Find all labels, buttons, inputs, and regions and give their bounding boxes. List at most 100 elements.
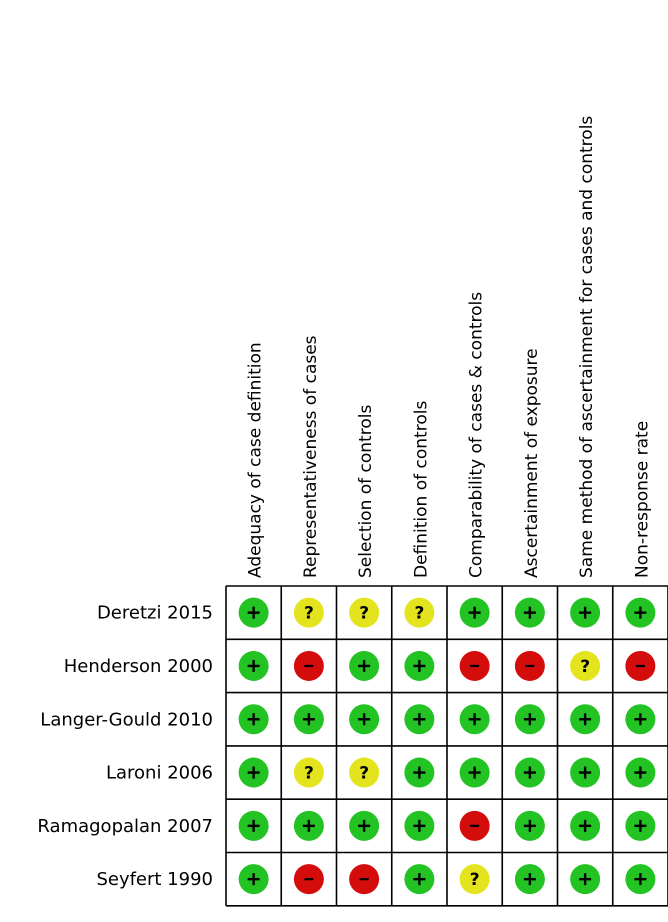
plus-bar-vertical — [252, 819, 255, 832]
plus-icon — [238, 864, 269, 895]
plus-bar-vertical — [639, 873, 642, 886]
plus-icon — [404, 704, 435, 735]
plus-icon — [625, 757, 656, 788]
plus-icon — [570, 597, 601, 628]
plus-icon — [570, 864, 601, 895]
question-mark: ? — [580, 657, 590, 677]
plus-icon — [625, 704, 656, 735]
column-label: Adequacy of case definition — [246, 342, 266, 578]
question-icon: ? — [459, 864, 490, 895]
minus-bar — [470, 664, 480, 668]
plus-bar-vertical — [418, 659, 421, 672]
column-label: Comparability of cases & controls — [467, 292, 487, 578]
minus-icon — [625, 650, 656, 681]
question-mark: ? — [359, 604, 369, 624]
question-icon: ? — [293, 757, 324, 788]
minus-icon — [459, 810, 490, 841]
judgement-circle — [349, 757, 380, 788]
plus-icon — [625, 810, 656, 841]
plus-icon — [514, 810, 545, 841]
plus-bar-vertical — [583, 819, 587, 832]
row-label: Henderson 2000 — [64, 656, 213, 677]
plus-bar-vertical — [583, 873, 587, 886]
judgement-circle — [349, 597, 380, 628]
plus-icon — [238, 757, 269, 788]
plus-bar-vertical — [252, 606, 255, 619]
plus-icon — [404, 650, 435, 681]
plus-icon — [293, 810, 324, 841]
plus-bar-vertical — [418, 873, 421, 886]
plus-icon — [514, 757, 545, 788]
column-label: Same method of ascertainment for cases a… — [577, 116, 597, 578]
minus-icon — [293, 864, 324, 895]
row-label: Langer-Gould 2010 — [40, 709, 213, 730]
question-mark: ? — [304, 604, 314, 624]
plus-icon — [625, 864, 656, 895]
plus-bar-vertical — [252, 713, 255, 726]
plus-icon — [238, 650, 269, 681]
plus-bar-vertical — [528, 713, 532, 726]
column-labels: Adequacy of case definition Representativ… — [246, 116, 653, 578]
question-icon: ? — [349, 757, 380, 788]
plus-icon — [404, 757, 435, 788]
plus-bar-vertical — [473, 606, 476, 619]
plus-bar-vertical — [418, 766, 421, 779]
summary-grid — [225, 585, 668, 907]
plus-icon — [349, 650, 380, 681]
question-mark: ? — [304, 764, 314, 784]
plus-bar-vertical — [583, 713, 587, 726]
plus-bar-vertical — [252, 766, 255, 779]
plus-bar-vertical — [639, 819, 642, 832]
judgement-circle — [293, 757, 324, 788]
plus-icon — [459, 757, 490, 788]
minus-bar — [635, 664, 645, 668]
plus-icon — [404, 810, 435, 841]
plus-icon — [514, 597, 545, 628]
plus-icon — [570, 704, 601, 735]
judgement-circle — [570, 650, 601, 681]
question-mark: ? — [359, 764, 369, 784]
plus-icon — [349, 704, 380, 735]
question-icon: ? — [570, 650, 601, 681]
minus-bar — [304, 878, 314, 881]
minus-bar — [304, 664, 314, 668]
minus-bar — [470, 824, 480, 827]
judgement-circle — [404, 597, 435, 628]
question-icon: ? — [349, 597, 380, 628]
minus-icon — [459, 650, 490, 681]
plus-icon — [514, 704, 545, 735]
plus-icon — [459, 704, 490, 735]
plus-bar-vertical — [528, 766, 532, 779]
plus-bar-vertical — [307, 819, 311, 832]
column-label: Definition of controls — [411, 401, 431, 578]
plus-icon — [349, 810, 380, 841]
plus-bar-vertical — [583, 606, 587, 619]
question-icon: ? — [293, 597, 324, 628]
row-label: Seyfert 1990 — [96, 869, 213, 890]
column-label: Non-response rate — [632, 421, 652, 578]
plus-bar-vertical — [583, 766, 587, 779]
row-labels: Deretzi 2015 Henderson 2000 Langer-Gould 2… — [37, 603, 213, 891]
plus-bar-vertical — [639, 713, 642, 726]
judgement-circle — [459, 864, 490, 895]
plus-icon — [514, 864, 545, 895]
question-mark: ? — [470, 870, 480, 890]
plus-icon — [238, 597, 269, 628]
row-label: Ramagopalan 2007 — [37, 816, 213, 837]
minus-bar — [525, 664, 535, 668]
plus-bar-vertical — [639, 766, 642, 779]
column-label: Representativeness of cases — [301, 335, 321, 578]
plus-bar-vertical — [362, 713, 366, 726]
row-label: Laroni 2006 — [106, 763, 213, 784]
plus-bar-vertical — [473, 766, 476, 779]
plus-icon — [570, 757, 601, 788]
plus-bar-vertical — [418, 713, 421, 726]
row-label: Deretzi 2015 — [97, 603, 213, 624]
plus-bar-vertical — [252, 873, 255, 886]
minus-icon — [349, 864, 380, 895]
plus-icon — [570, 810, 601, 841]
plus-bar-vertical — [528, 819, 532, 832]
plus-bar-vertical — [473, 713, 476, 726]
plus-icon — [238, 704, 269, 735]
